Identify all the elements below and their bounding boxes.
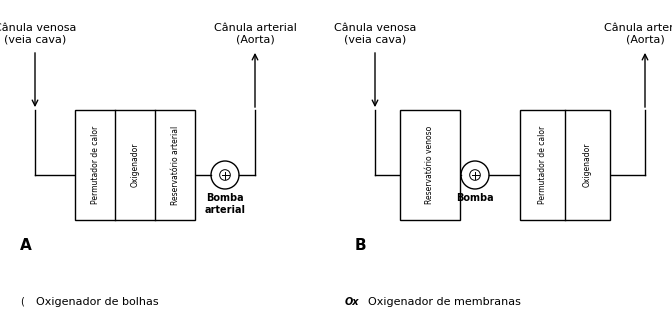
Text: Cânula venosa
(veia cava): Cânula venosa (veia cava) (334, 24, 416, 45)
Bar (400, 110, 460, 220)
Text: Reservatório venoso: Reservatório venoso (425, 126, 435, 204)
Text: Oxigenador de bolhas: Oxigenador de bolhas (36, 297, 159, 307)
Text: Oxigenador de membranas: Oxigenador de membranas (368, 297, 521, 307)
Text: Cânula arterial
(Aorta): Cânula arterial (Aorta) (603, 24, 672, 45)
Text: Cânula venosa
(veia cava): Cânula venosa (veia cava) (0, 24, 76, 45)
Text: Reservatório arterial: Reservatório arterial (171, 125, 179, 205)
Text: B: B (355, 237, 367, 252)
Bar (75, 110, 195, 220)
Text: (: ( (20, 297, 24, 307)
Text: A: A (20, 237, 32, 252)
Text: Bomba: Bomba (456, 193, 494, 203)
Text: Ox: Ox (345, 297, 360, 307)
Text: Bomba
arterial: Bomba arterial (204, 193, 245, 214)
Text: Permutador de calor: Permutador de calor (91, 126, 99, 204)
Text: Cânula arterial
(Aorta): Cânula arterial (Aorta) (214, 24, 296, 45)
Text: Permutador de calor: Permutador de calor (538, 126, 547, 204)
Text: Oxigenador: Oxigenador (583, 143, 592, 187)
Bar (520, 110, 610, 220)
Text: Oxigenador: Oxigenador (130, 143, 140, 187)
